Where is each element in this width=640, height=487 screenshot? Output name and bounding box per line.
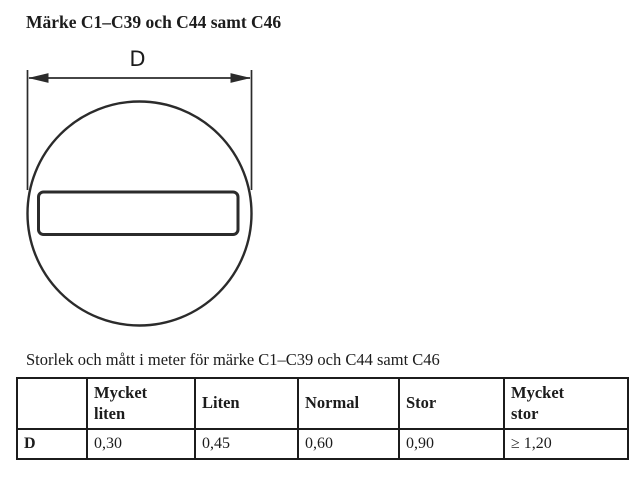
page-title: Märke C1–C39 och C44 samt C46: [26, 12, 282, 32]
table-header-row: Mycket liten Liten Normal Stor Mycket st…: [16, 377, 629, 430]
table-cell-normal: 0,60: [297, 428, 400, 460]
table-cell-stor: 0,90: [398, 428, 505, 460]
table-caption: Storlek och mått i meter för märke C1–C3…: [26, 350, 440, 369]
table-header-cell-normal: Normal: [297, 377, 400, 430]
row-label-cell: D: [16, 428, 88, 460]
table-header-cell-stor: Stor: [398, 377, 505, 430]
arrowhead-right-icon: [230, 73, 251, 83]
table-cell-mycket-liten: 0,30: [86, 428, 196, 460]
table-header-cell-liten: Liten: [194, 377, 299, 430]
table-header-cell-mycket-stor: Mycket stor: [503, 377, 629, 430]
arrowhead-left-icon: [28, 73, 49, 83]
size-table: Mycket liten Liten Normal Stor Mycket st…: [16, 377, 629, 460]
table-header-cell-mycket-liten: Mycket liten: [86, 377, 196, 430]
table-cell-liten: 0,45: [194, 428, 299, 460]
sign-diagram: D: [26, 47, 253, 327]
sign-bar: [37, 190, 240, 236]
table-cell-mycket-stor: ≥ 1,20: [503, 428, 629, 460]
dimension-label: D: [129, 47, 145, 71]
table-row: D 0,30 0,45 0,60 0,90 ≥ 1,20: [16, 428, 629, 460]
table-header-cell-empty: [16, 377, 88, 430]
